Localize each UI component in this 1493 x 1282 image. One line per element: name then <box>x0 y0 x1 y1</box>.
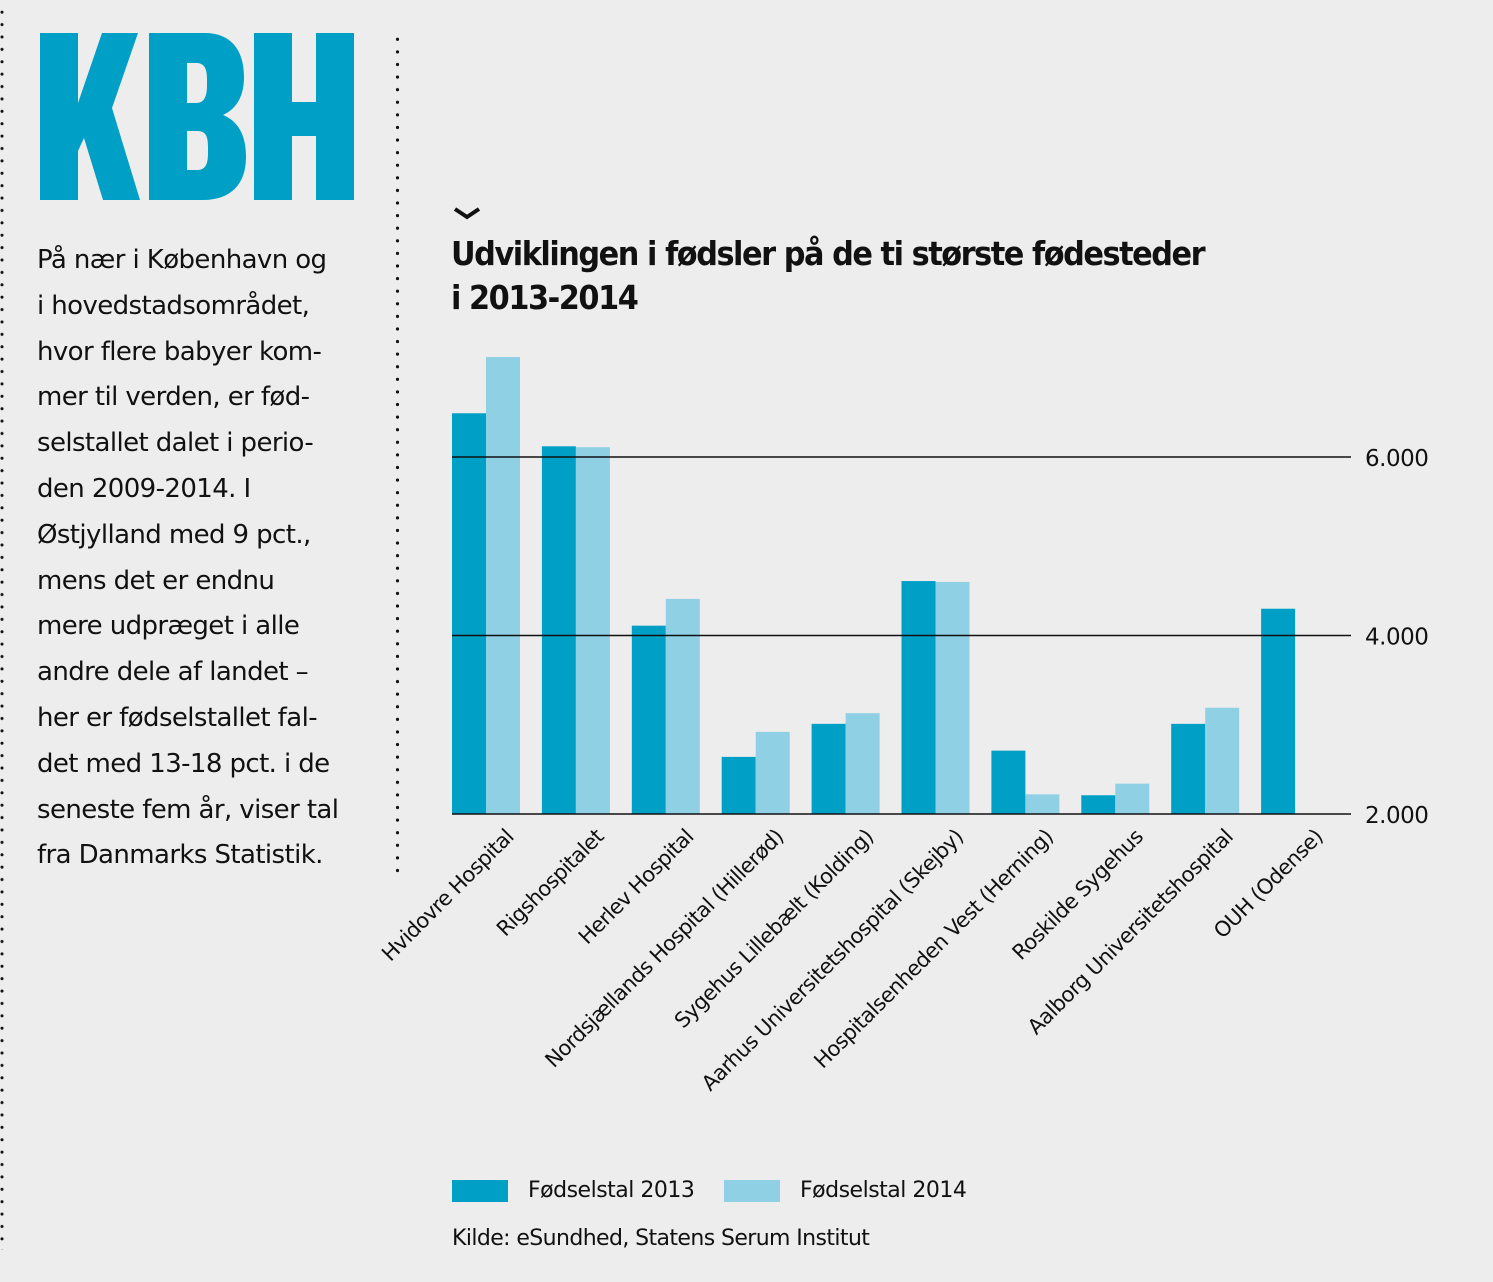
intro-text-line: andre dele af landet – <box>37 657 309 688</box>
intro-text-line: i hovedstadsområdet, <box>37 290 310 321</box>
intro-text-line: mere udpræget i alle <box>37 611 300 642</box>
intro-text-line: selstallet dalet i perio- <box>37 428 314 459</box>
left-dotted-border <box>0 6 4 1250</box>
intro-text-line: seneste fem år, viser tal <box>37 794 339 825</box>
legend-label-2013: Fødselstal 2013 <box>528 1178 695 1203</box>
bar-2013 <box>721 756 756 814</box>
legend-label-2014: Fødselstal 2014 <box>800 1178 967 1203</box>
chart-title: Udviklingen i fødsler på de ti største f… <box>451 232 1351 320</box>
bar-2013 <box>901 581 936 814</box>
intro-text: På nær i København og i hovedstadsområdet… <box>37 238 387 879</box>
bar-2013 <box>1261 608 1296 814</box>
y-tick-label: 4.000 <box>1365 625 1428 651</box>
intro-text-line: det med 13-18 pct. i de <box>37 748 330 779</box>
intro-text-line: mer til verden, er fød- <box>37 382 310 413</box>
chart-title-line-1: Udviklingen i fødsler på de ti største f… <box>451 234 1206 273</box>
chart-title-line-2: i 2013-2014 <box>451 278 639 317</box>
y-tick-label: 2.000 <box>1365 803 1428 829</box>
legend-swatch-2013 <box>452 1180 508 1202</box>
bar-2014 <box>486 357 520 814</box>
x-tick-label: Hvidovre Hospital <box>377 825 518 966</box>
bar-2013 <box>811 723 846 814</box>
intro-text-line: her er fødselstallet fal- <box>37 702 318 733</box>
intro-text-line: hvor flere babyer kom- <box>37 336 322 367</box>
bar-2013 <box>1081 795 1116 814</box>
bar-2014 <box>665 598 700 814</box>
bar-2014 <box>935 581 970 814</box>
chevron-down-icon <box>453 207 481 220</box>
bar-2014 <box>845 713 880 814</box>
bar-2014 <box>1115 783 1150 814</box>
y-tick-label: 6.000 <box>1365 446 1428 472</box>
intro-text-line: mens det er endnu <box>37 565 275 596</box>
bar-2013 <box>991 750 1026 814</box>
source-note: Kilde: eSundhed, Statens Serum Institut <box>452 1226 870 1251</box>
legend-swatch-2014 <box>724 1180 780 1202</box>
bar-2013 <box>541 446 576 814</box>
bar-2014 <box>1205 707 1240 814</box>
bar-2014 <box>755 731 790 814</box>
bar-2013 <box>631 625 666 814</box>
column-dotted-divider <box>395 33 400 873</box>
intro-text-line: Østjylland med 9 pct., <box>37 519 311 550</box>
bar-2013 <box>452 413 486 814</box>
bar-2013 <box>1171 723 1206 814</box>
bar-2014 <box>1025 794 1060 814</box>
intro-text-line: fra Danmarks Statistik. <box>37 840 323 871</box>
intro-text-line: På nær i København og <box>37 245 327 275</box>
intro-text-line: den 2009-2014. I <box>37 473 251 504</box>
kbh-logo <box>40 33 354 200</box>
bar-2014 <box>575 447 610 814</box>
